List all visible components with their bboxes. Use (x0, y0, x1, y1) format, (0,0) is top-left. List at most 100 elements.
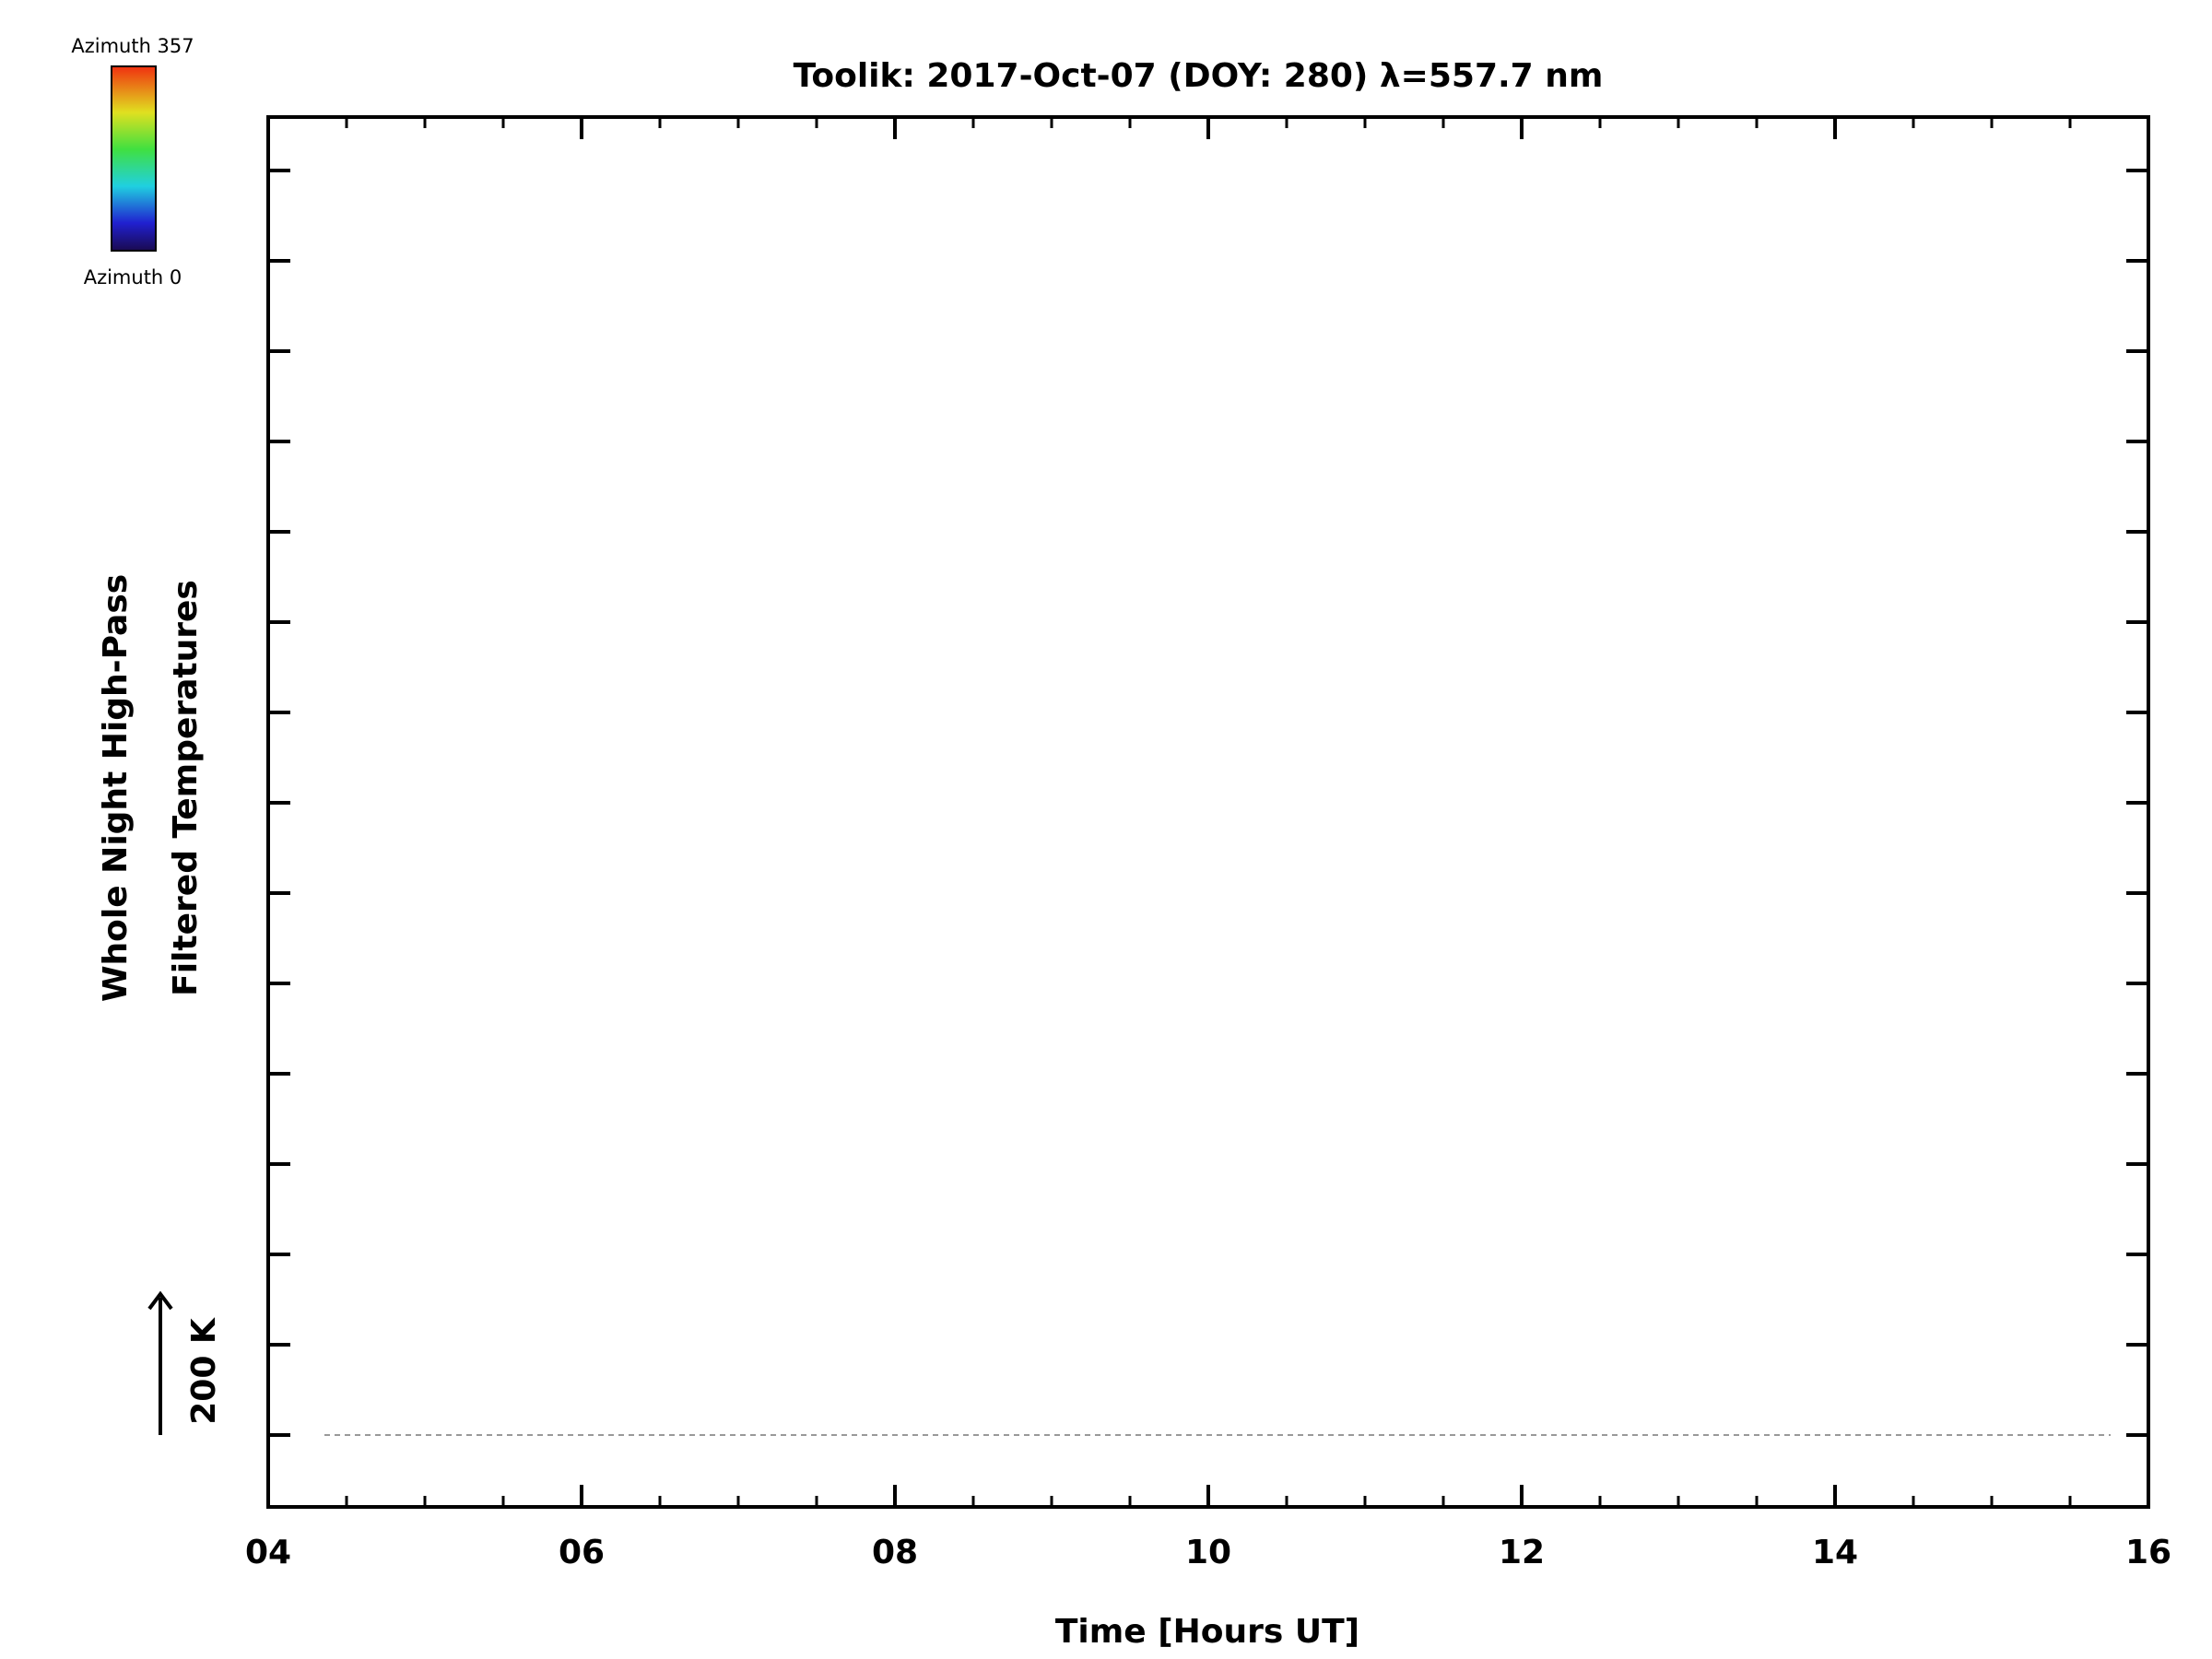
azimuth-trace (331, 1269, 2052, 1348)
azimuth-trace (331, 776, 2052, 856)
azimuth-trace (331, 625, 2052, 706)
azimuth-trace (331, 729, 2052, 809)
azimuth-trace (331, 898, 2052, 977)
x-tick-label: 10 (1185, 1534, 1231, 1571)
azimuth-trace (331, 1078, 2052, 1159)
x-tick-label: 14 (1812, 1534, 1858, 1571)
azimuth-trace (331, 930, 2052, 1012)
azimuth-trace (331, 1368, 2052, 1449)
azimuth-trace (331, 613, 2052, 694)
azimuth-trace (331, 1254, 2052, 1337)
azimuth-trace (331, 1206, 2052, 1282)
azimuth-trace (331, 1054, 2052, 1133)
azimuth-trace (331, 1163, 2052, 1242)
azimuth-trace (331, 1052, 2052, 1129)
azimuth-trace (331, 666, 2052, 747)
x-tick-label: 04 (245, 1534, 291, 1571)
azimuth-trace (331, 713, 2052, 794)
azimuth-trace (331, 1335, 2052, 1412)
azimuth-trace (331, 646, 2052, 728)
azimuth-trace (331, 704, 2052, 782)
azimuth-trace (331, 1251, 2052, 1329)
azimuth-trace (331, 1377, 2052, 1452)
azimuth-trace (331, 1272, 2052, 1355)
azimuth-trace (331, 937, 2052, 1017)
azimuth-trace (331, 1086, 2052, 1165)
azimuth-trace (331, 1316, 2052, 1395)
azimuth-trace (331, 947, 2052, 1029)
azimuth-trace (331, 1209, 2052, 1289)
azimuth-trace (331, 916, 2052, 994)
azimuth-trace (331, 1139, 2052, 1218)
azimuth-trace (331, 796, 2052, 876)
azimuth-trace (331, 1399, 2052, 1477)
azimuth-trace (331, 850, 2052, 928)
azimuth-trace (331, 907, 2052, 987)
azimuth-trace (331, 1168, 2052, 1248)
x-axis: 04 06 08 10 12 14 16 (245, 117, 2171, 1571)
azimuth-trace (331, 688, 2052, 770)
azimuth-trace (331, 1134, 2052, 1212)
azimuth-trace (331, 684, 2052, 762)
azimuth-trace (331, 655, 2052, 734)
scale-bar: 200 K (147, 1290, 223, 1435)
azimuth-trace (331, 860, 2052, 940)
azimuth-trace (331, 1125, 2052, 1207)
azimuth-trace (331, 632, 2052, 710)
azimuth-trace (331, 991, 2052, 1070)
scale-bar-arrowhead (147, 1290, 173, 1311)
azimuth-trace (331, 996, 2052, 1077)
azimuth-trace (331, 1045, 2052, 1124)
azimuth-trace (331, 1327, 2052, 1406)
azimuth-trace (331, 1310, 2052, 1389)
azimuth-trace (331, 1294, 2052, 1371)
azimuth-trace (331, 956, 2052, 1034)
colorbar-label-bottom: Azimuth 0 (84, 266, 182, 288)
azimuth-trace (331, 1362, 2052, 1441)
azimuth-trace (331, 785, 2052, 863)
azimuth-trace (331, 1226, 2052, 1308)
y-axis-ticks (268, 169, 2148, 1437)
colorbar-label-top: Azimuth 357 (71, 35, 194, 57)
azimuth-trace (331, 674, 2052, 753)
azimuth-trace (331, 1215, 2052, 1295)
azimuth-trace (331, 835, 2052, 911)
azimuth-trace (331, 1097, 2052, 1177)
azimuth-trace (331, 1076, 2052, 1153)
azimuth-trace (331, 744, 2052, 823)
azimuth-trace (331, 1158, 2052, 1234)
azimuth-trace (331, 971, 2052, 1053)
azimuth-trace (331, 606, 2052, 686)
x-tick-label: 16 (2125, 1534, 2171, 1571)
azimuth-trace (331, 808, 2052, 887)
azimuth-trace (331, 1181, 2052, 1259)
azimuth-trace (331, 1185, 2052, 1265)
azimuth-trace (331, 964, 2052, 1040)
azimuth-trace (331, 1108, 2052, 1187)
azimuth-trace (331, 889, 2052, 971)
azimuth-trace (331, 680, 2052, 757)
azimuth-trace (331, 1247, 2052, 1324)
azimuth-trace (331, 639, 2052, 715)
azimuth-trace (331, 1343, 2052, 1424)
azimuth-trace (331, 1301, 2052, 1383)
azimuth-trace (331, 1391, 2052, 1470)
azimuth-trace (331, 1100, 2052, 1181)
azimuth-trace (331, 1173, 2052, 1254)
azimuth-trace (331, 1319, 2052, 1400)
azimuth-trace (331, 979, 2052, 1058)
azimuth-trace (331, 1383, 2052, 1466)
y-axis-label-line2: Filtered Temperatures (167, 580, 205, 996)
azimuth-trace (331, 925, 2052, 1005)
azimuth-trace (331, 708, 2052, 787)
azimuth-trace (331, 1231, 2052, 1312)
azimuth-trace (331, 1032, 2052, 1113)
x-tick-label: 08 (872, 1534, 918, 1571)
azimuth-trace (331, 792, 2052, 871)
x-tick-label: 12 (1499, 1534, 1545, 1571)
azimuth-trace (331, 1350, 2052, 1430)
azimuth-trace (331, 1009, 2052, 1088)
azimuth-trace (331, 814, 2052, 893)
azimuth-trace (331, 1005, 2052, 1081)
azimuth-trace (331, 1188, 2052, 1270)
